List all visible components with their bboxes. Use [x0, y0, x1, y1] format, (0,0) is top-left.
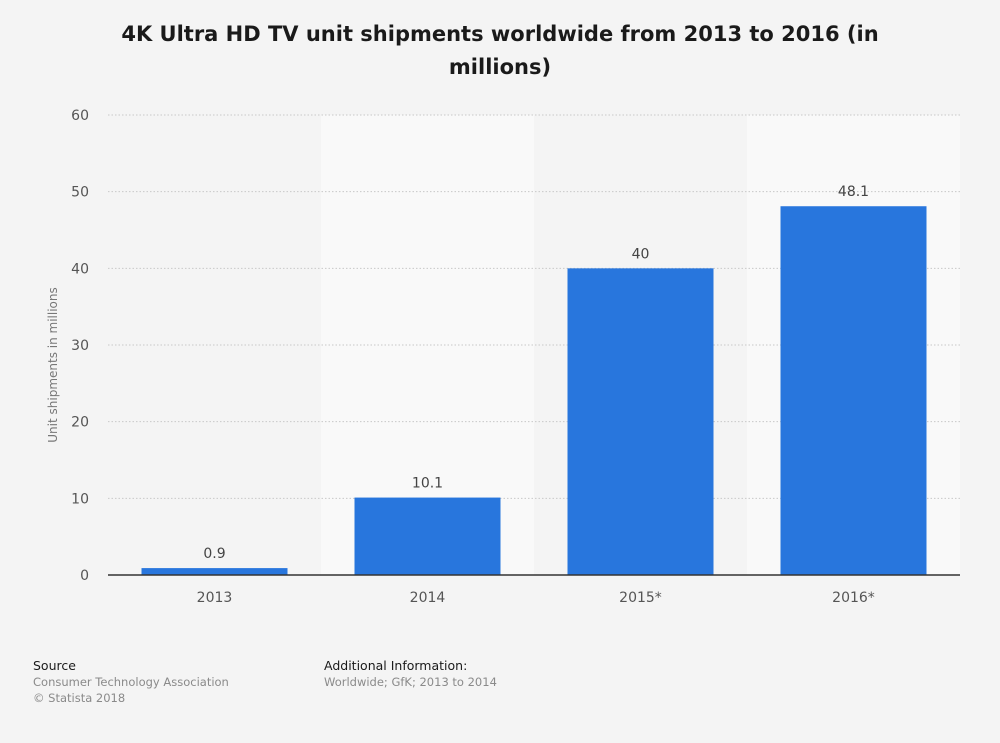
data-label: 0.9: [203, 546, 225, 562]
additional-info-line: Worldwide; GfK; 2013 to 2014: [324, 675, 497, 689]
source-heading: Source: [33, 658, 76, 673]
x-axis-ticks: 2013 2014 2015* 2016*: [197, 590, 875, 606]
y-tick-label: 20: [71, 415, 89, 431]
data-label: 10.1: [412, 476, 443, 492]
bar: [141, 568, 288, 575]
y-tick-label: 10: [71, 491, 89, 507]
y-tick-label: 60: [71, 108, 89, 124]
y-tick-label: 40: [71, 261, 89, 277]
y-tick-label: 30: [71, 338, 89, 354]
bar: [780, 206, 927, 575]
additional-info-heading: Additional Information:: [324, 658, 468, 673]
y-tick-label: 0: [80, 568, 89, 584]
data-labels: 0.9 10.1 40 48.1: [203, 184, 869, 562]
bars: [141, 206, 927, 575]
copyright-line: © Statista 2018: [33, 691, 126, 705]
y-tick-label: 50: [71, 185, 89, 201]
x-tick-label: 2016*: [832, 590, 875, 606]
x-tick-label: 2015*: [619, 590, 662, 606]
data-label: 40: [632, 246, 650, 262]
y-axis-ticks: 0 10 20 30 40 50 60: [71, 108, 89, 584]
bar: [354, 497, 501, 575]
data-label: 48.1: [838, 184, 869, 200]
chart-title: 4K Ultra HD TV unit shipments worldwide …: [121, 22, 879, 79]
source-block: Source Consumer Technology Association ©…: [33, 657, 229, 706]
x-tick-label: 2014: [410, 590, 446, 606]
x-tick-label: 2013: [197, 590, 233, 606]
additional-info-block: Additional Information: Worldwide; GfK; …: [324, 657, 497, 690]
bar: [567, 268, 714, 575]
source-line: Consumer Technology Association: [33, 675, 229, 689]
y-axis-title: Unit shipments in millions: [46, 287, 60, 442]
